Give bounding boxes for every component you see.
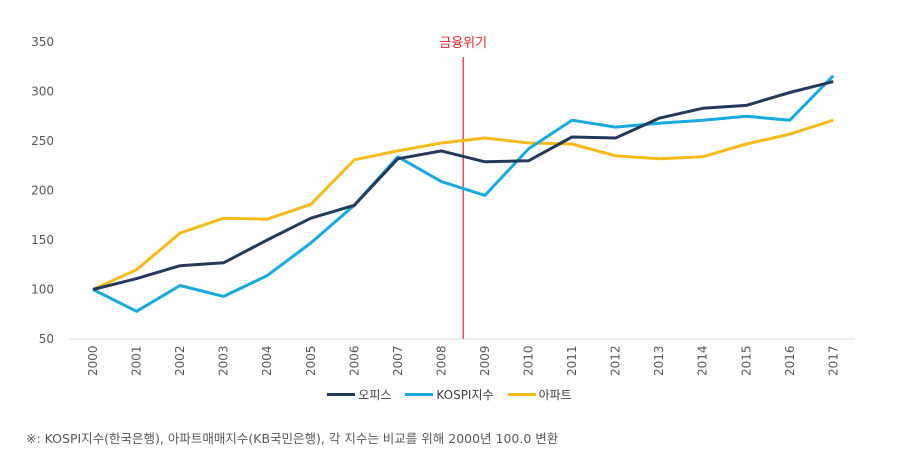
footnote: ※: KOSPI지수(한국은행), 아파트매매지수(KB국민은행), 각 지수는… — [26, 431, 559, 446]
legend-label: 오피스 — [358, 388, 392, 402]
x-tick-label: 2010 — [522, 345, 536, 376]
x-tick-label: 2005 — [304, 345, 318, 376]
x-tick-label: 2001 — [130, 345, 144, 376]
x-tick-label: 2009 — [478, 345, 492, 376]
legend: 오피스 KOSPI지수 아파트 — [0, 386, 899, 403]
x-tick-label: 2012 — [609, 345, 623, 376]
x-tick-label: 2014 — [696, 345, 710, 376]
legend-swatch — [327, 393, 356, 396]
x-tick-label: 2008 — [434, 345, 448, 376]
legend-swatch — [405, 393, 434, 396]
series-line-office — [92, 80, 834, 291]
x-tick-label: 2006 — [347, 345, 361, 376]
y-tick-label: 200 — [31, 184, 54, 198]
y-tick-label: 350 — [31, 35, 54, 49]
x-tick-label: 2002 — [173, 345, 187, 376]
legend-label: 아파트 — [538, 388, 572, 402]
y-tick-label: 300 — [31, 85, 54, 99]
crisis-annotation: 금융위기 — [439, 36, 487, 339]
y-tick-label: 150 — [31, 233, 54, 247]
legend-item: 아파트 — [507, 386, 572, 403]
series-line-kospi — [92, 74, 835, 313]
x-tick-label: 2007 — [391, 345, 405, 376]
x-tick-label: 2000 — [86, 345, 100, 376]
x-tick-label: 2004 — [260, 345, 274, 376]
series-line-apartment — [92, 118, 834, 291]
x-tick-label: 2013 — [652, 345, 666, 376]
y-axis-ticks: 50 100 150 200 250 300 350 — [31, 35, 54, 346]
x-tick-label: 2011 — [565, 345, 579, 376]
crisis-label: 금융위기 — [439, 36, 487, 51]
x-tick-label: 2017 — [826, 345, 840, 376]
legend-swatch — [507, 393, 536, 396]
x-tick-label: 2015 — [739, 345, 753, 376]
legend-item: KOSPI지수 — [405, 386, 494, 403]
legend-label: KOSPI지수 — [436, 388, 494, 402]
y-tick-label: 100 — [31, 283, 54, 297]
y-tick-label: 50 — [39, 332, 54, 346]
y-tick-label: 250 — [31, 134, 54, 148]
legend-item: 오피스 — [327, 386, 391, 403]
x-axis-ticks: 2000 2001 2002 2003 2004 2005 2006 2007 2008 2009… — [86, 345, 840, 376]
series-lines — [92, 74, 835, 313]
x-tick-label: 2016 — [783, 345, 797, 376]
x-tick-label: 2003 — [217, 345, 231, 376]
